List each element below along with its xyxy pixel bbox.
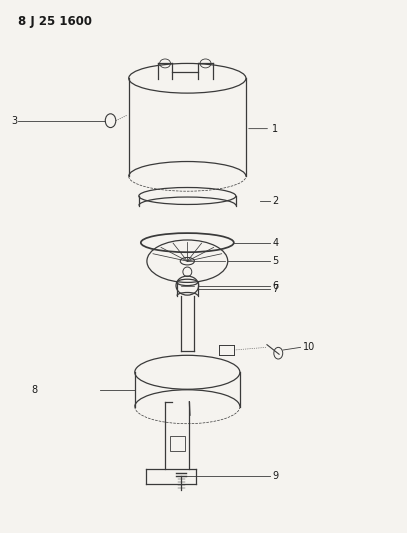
Text: 8 J 25 1600: 8 J 25 1600 xyxy=(18,14,92,28)
Text: 6: 6 xyxy=(272,280,278,290)
Text: 3: 3 xyxy=(11,116,18,126)
Text: 10: 10 xyxy=(302,342,315,352)
Text: 1: 1 xyxy=(272,124,278,134)
Text: 8: 8 xyxy=(32,384,38,394)
Text: 7: 7 xyxy=(272,284,278,294)
Text: 2: 2 xyxy=(272,196,278,206)
Text: 4: 4 xyxy=(272,238,278,248)
Text: 9: 9 xyxy=(272,472,278,481)
Bar xyxy=(170,435,184,450)
Text: 5: 5 xyxy=(272,256,278,266)
